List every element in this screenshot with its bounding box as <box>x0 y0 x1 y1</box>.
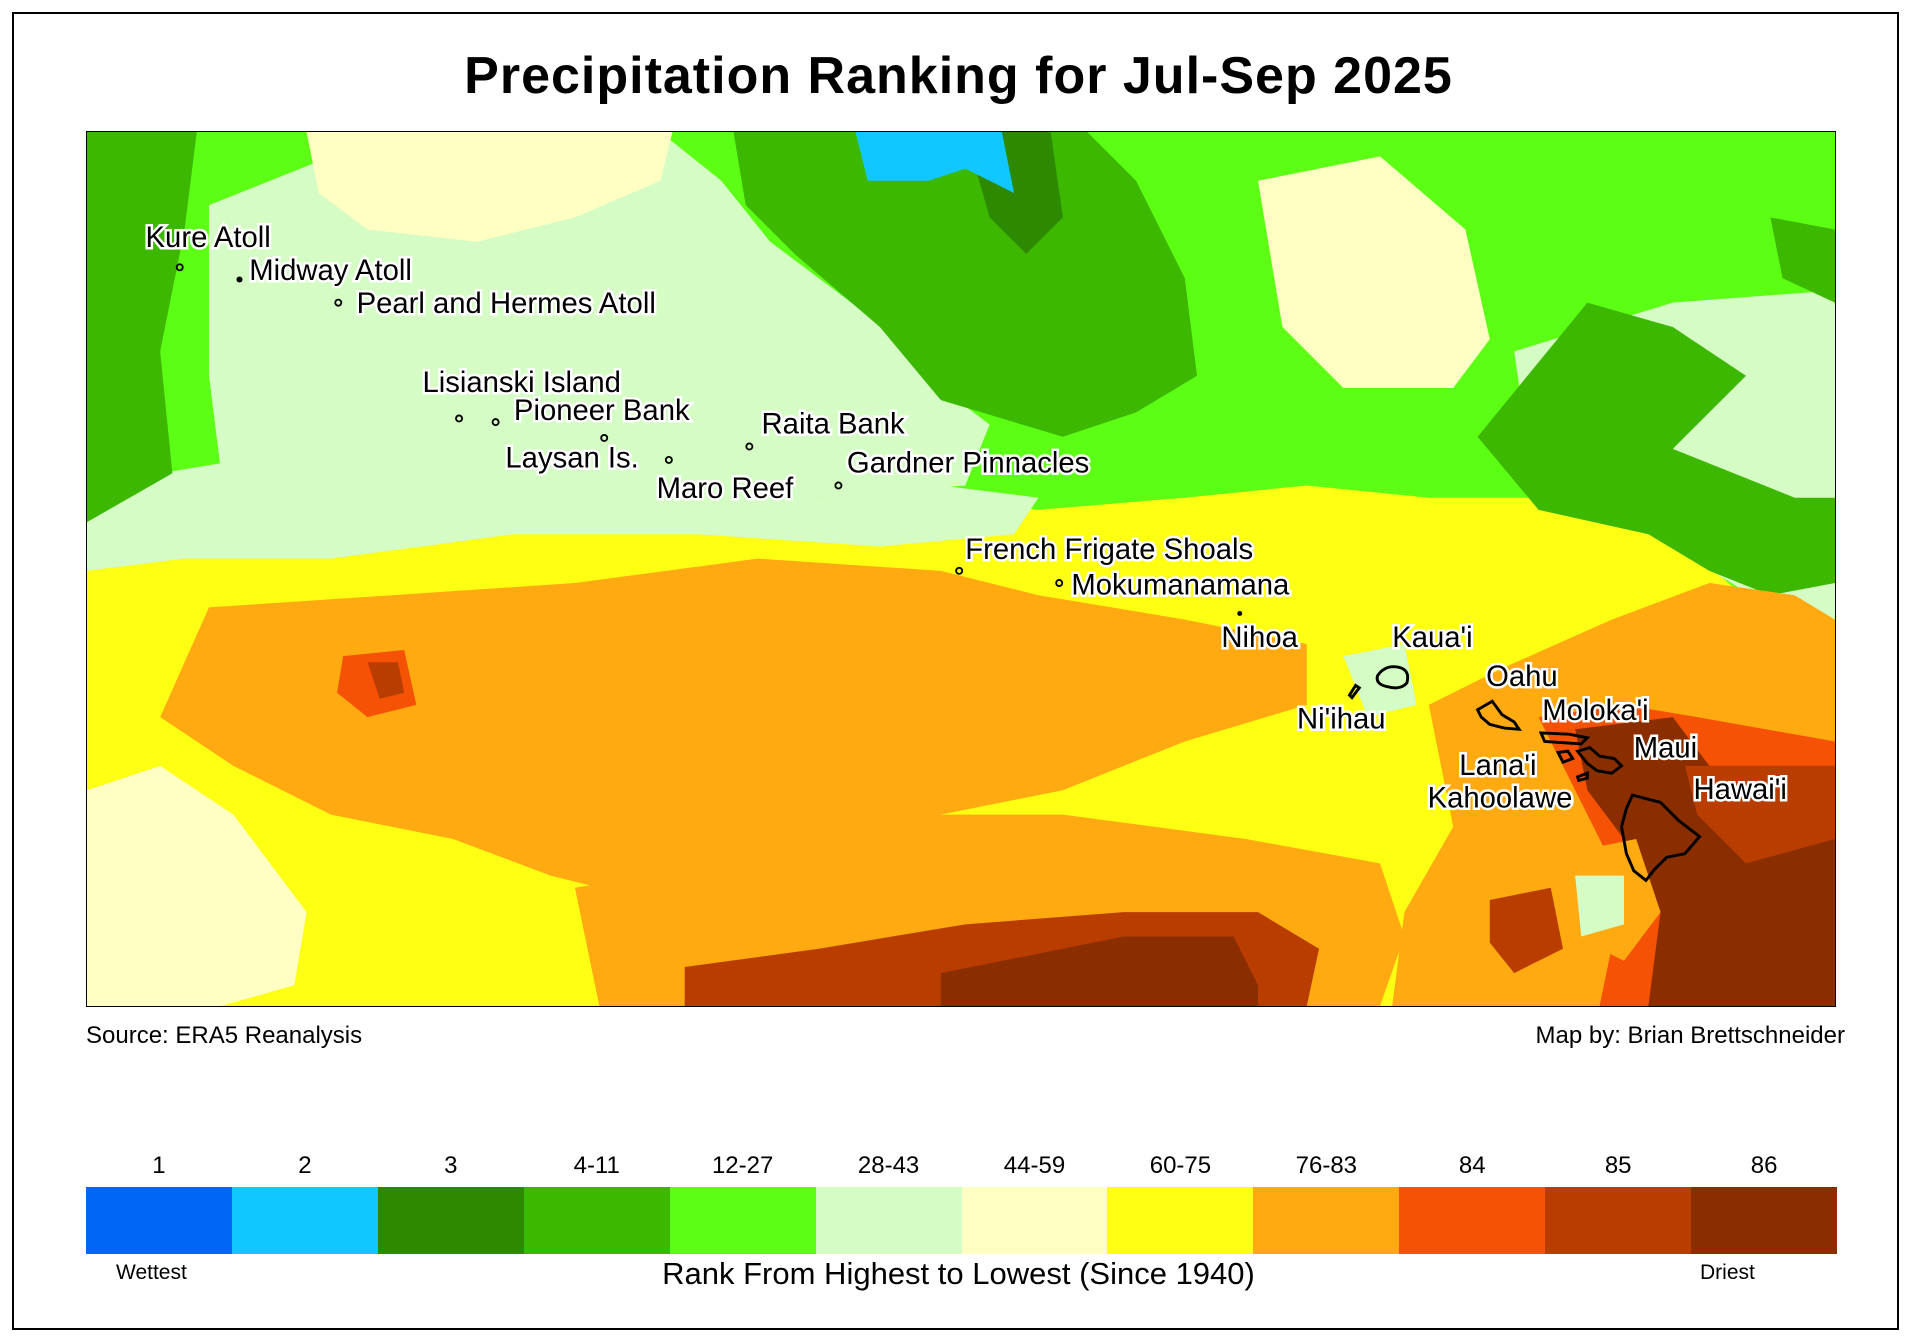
marker-maro <box>664 455 673 464</box>
marker-mokumanamana <box>1055 579 1064 587</box>
label-midway: Midway Atoll <box>249 255 412 287</box>
island-maui <box>1575 745 1624 775</box>
legend-wettest-label: Wettest <box>116 1261 187 1284</box>
legend-swatch <box>1545 1187 1692 1254</box>
island-lanai <box>1555 749 1575 765</box>
label-niihau: Ni'ihau <box>1297 704 1386 736</box>
field-28-43 <box>1575 875 1624 937</box>
field-4-11 <box>1477 302 1835 596</box>
label-kauai: Kaua'i <box>1392 622 1472 654</box>
label-ffs: French Frigate Shoals <box>965 534 1253 566</box>
field-4-11 <box>733 132 1198 437</box>
label-nihoa: Nihoa <box>1221 622 1298 654</box>
label-mokumanamana: Mokumanamana <box>1071 569 1290 601</box>
label-kure: Kure Atoll <box>146 222 271 254</box>
legend-label: 3 <box>444 1152 458 1179</box>
place-labels: Kure Atoll Midway Atoll Pearl and Hermes… <box>143 220 1789 818</box>
marker-ffs <box>955 566 964 575</box>
legend-swatch <box>669 1187 816 1254</box>
source-note: Source: ERA5 Reanalysis <box>86 1022 363 1049</box>
island-kahoolawe <box>1575 771 1589 783</box>
map-canvas: Kure Atoll Midway Atoll Pearl and Hermes… <box>87 132 1835 1006</box>
label-pioneer: Pioneer Bank <box>514 395 690 427</box>
legend-label: 86 <box>1750 1152 1778 1179</box>
label-pearl: Pearl and Hermes Atoll <box>357 288 656 320</box>
legend-label: 44-59 <box>1003 1152 1066 1179</box>
precipitation-rank-map: Kure Atoll Midway Atoll Pearl and Hermes… <box>86 131 1836 1007</box>
legend-label: 84 <box>1458 1152 1486 1179</box>
marker-laysan <box>600 433 609 442</box>
legend-swatch <box>815 1187 962 1254</box>
field-86 <box>940 936 1259 1006</box>
legend-colorbar <box>86 1187 1838 1254</box>
field-44-59 <box>87 765 307 1006</box>
legend-driest-label: Driest <box>1700 1261 1755 1284</box>
label-maui: Maui <box>1634 733 1697 765</box>
marker-gardner <box>834 481 843 490</box>
island-oahu <box>1475 699 1522 732</box>
label-oahu: Oahu <box>1486 661 1558 693</box>
marker-lisianski <box>455 414 464 423</box>
island-molokai <box>1538 731 1591 746</box>
field-85 <box>1489 887 1563 974</box>
field-28-43 <box>1343 643 1417 718</box>
place-markers <box>175 263 1243 616</box>
marker-nihoa <box>1237 611 1243 616</box>
marker-pearl <box>334 298 343 307</box>
legend-label: 85 <box>1604 1152 1632 1179</box>
field-4-11 <box>1770 217 1835 303</box>
legend-label: 1 <box>152 1152 166 1179</box>
field-44-59 <box>1258 156 1490 388</box>
marker-raita <box>745 442 754 451</box>
rank-fields <box>87 132 1835 1006</box>
legend-label: 28-43 <box>857 1152 920 1179</box>
legend-swatch <box>961 1187 1108 1254</box>
label-molokai: Moloka'i <box>1542 695 1648 727</box>
legend-label: 2 <box>298 1152 312 1179</box>
map-title: Precipitation Ranking for Jul-Sep 2025 <box>464 47 1453 105</box>
legend-label: 4-11 <box>573 1152 620 1179</box>
legend-label: 76-83 <box>1295 1152 1358 1179</box>
legend-label: 12-27 <box>711 1152 774 1179</box>
label-lisianski: Lisianski Island <box>422 367 620 399</box>
field-44-59 <box>306 132 673 242</box>
field-4-11 <box>87 132 197 523</box>
marker-pioneer <box>491 418 500 427</box>
legend-swatch <box>86 1187 232 1254</box>
legend-swatch <box>523 1187 670 1254</box>
label-raita: Raita Bank <box>762 409 906 441</box>
marker-kure <box>175 263 184 272</box>
field-2 <box>855 132 1015 193</box>
label-hawaii: Hawai'i <box>1694 774 1787 806</box>
label-kahoolawe: Kahoolawe <box>1428 783 1573 815</box>
legend-swatch <box>1691 1187 1838 1254</box>
legend-labels: 1 2 3 4-11 12-27 28-43 44-59 60-75 76-83… <box>86 1152 1837 1180</box>
label-lanai: Lana'i <box>1459 750 1536 782</box>
credit-note: Map by: Brian Brettschneider <box>1535 1022 1845 1049</box>
field-76-83 <box>160 558 1307 913</box>
label-laysan: Laysan Is. <box>505 443 638 475</box>
legend-swatch <box>1253 1187 1400 1254</box>
figure-frame <box>12 12 1899 1330</box>
label-gardner: Gardner Pinnacles <box>847 448 1089 480</box>
island-kauai <box>1375 665 1410 690</box>
legend-axis-title: Rank From Highest to Lowest (Since 1940) <box>662 1256 1255 1291</box>
legend-swatch <box>1107 1187 1254 1254</box>
island-niihau <box>1347 683 1362 700</box>
legend-swatch <box>377 1187 524 1254</box>
field-85 <box>1684 765 1835 864</box>
label-maro: Maro Reef <box>657 473 794 505</box>
legend-label: 60-75 <box>1149 1152 1212 1179</box>
field-85 <box>367 662 405 699</box>
island-outlines <box>1347 665 1702 883</box>
legend-swatch <box>1399 1187 1546 1254</box>
legend-swatch <box>231 1187 378 1254</box>
marker-midway <box>236 276 243 283</box>
island-hawaii <box>1620 793 1702 883</box>
